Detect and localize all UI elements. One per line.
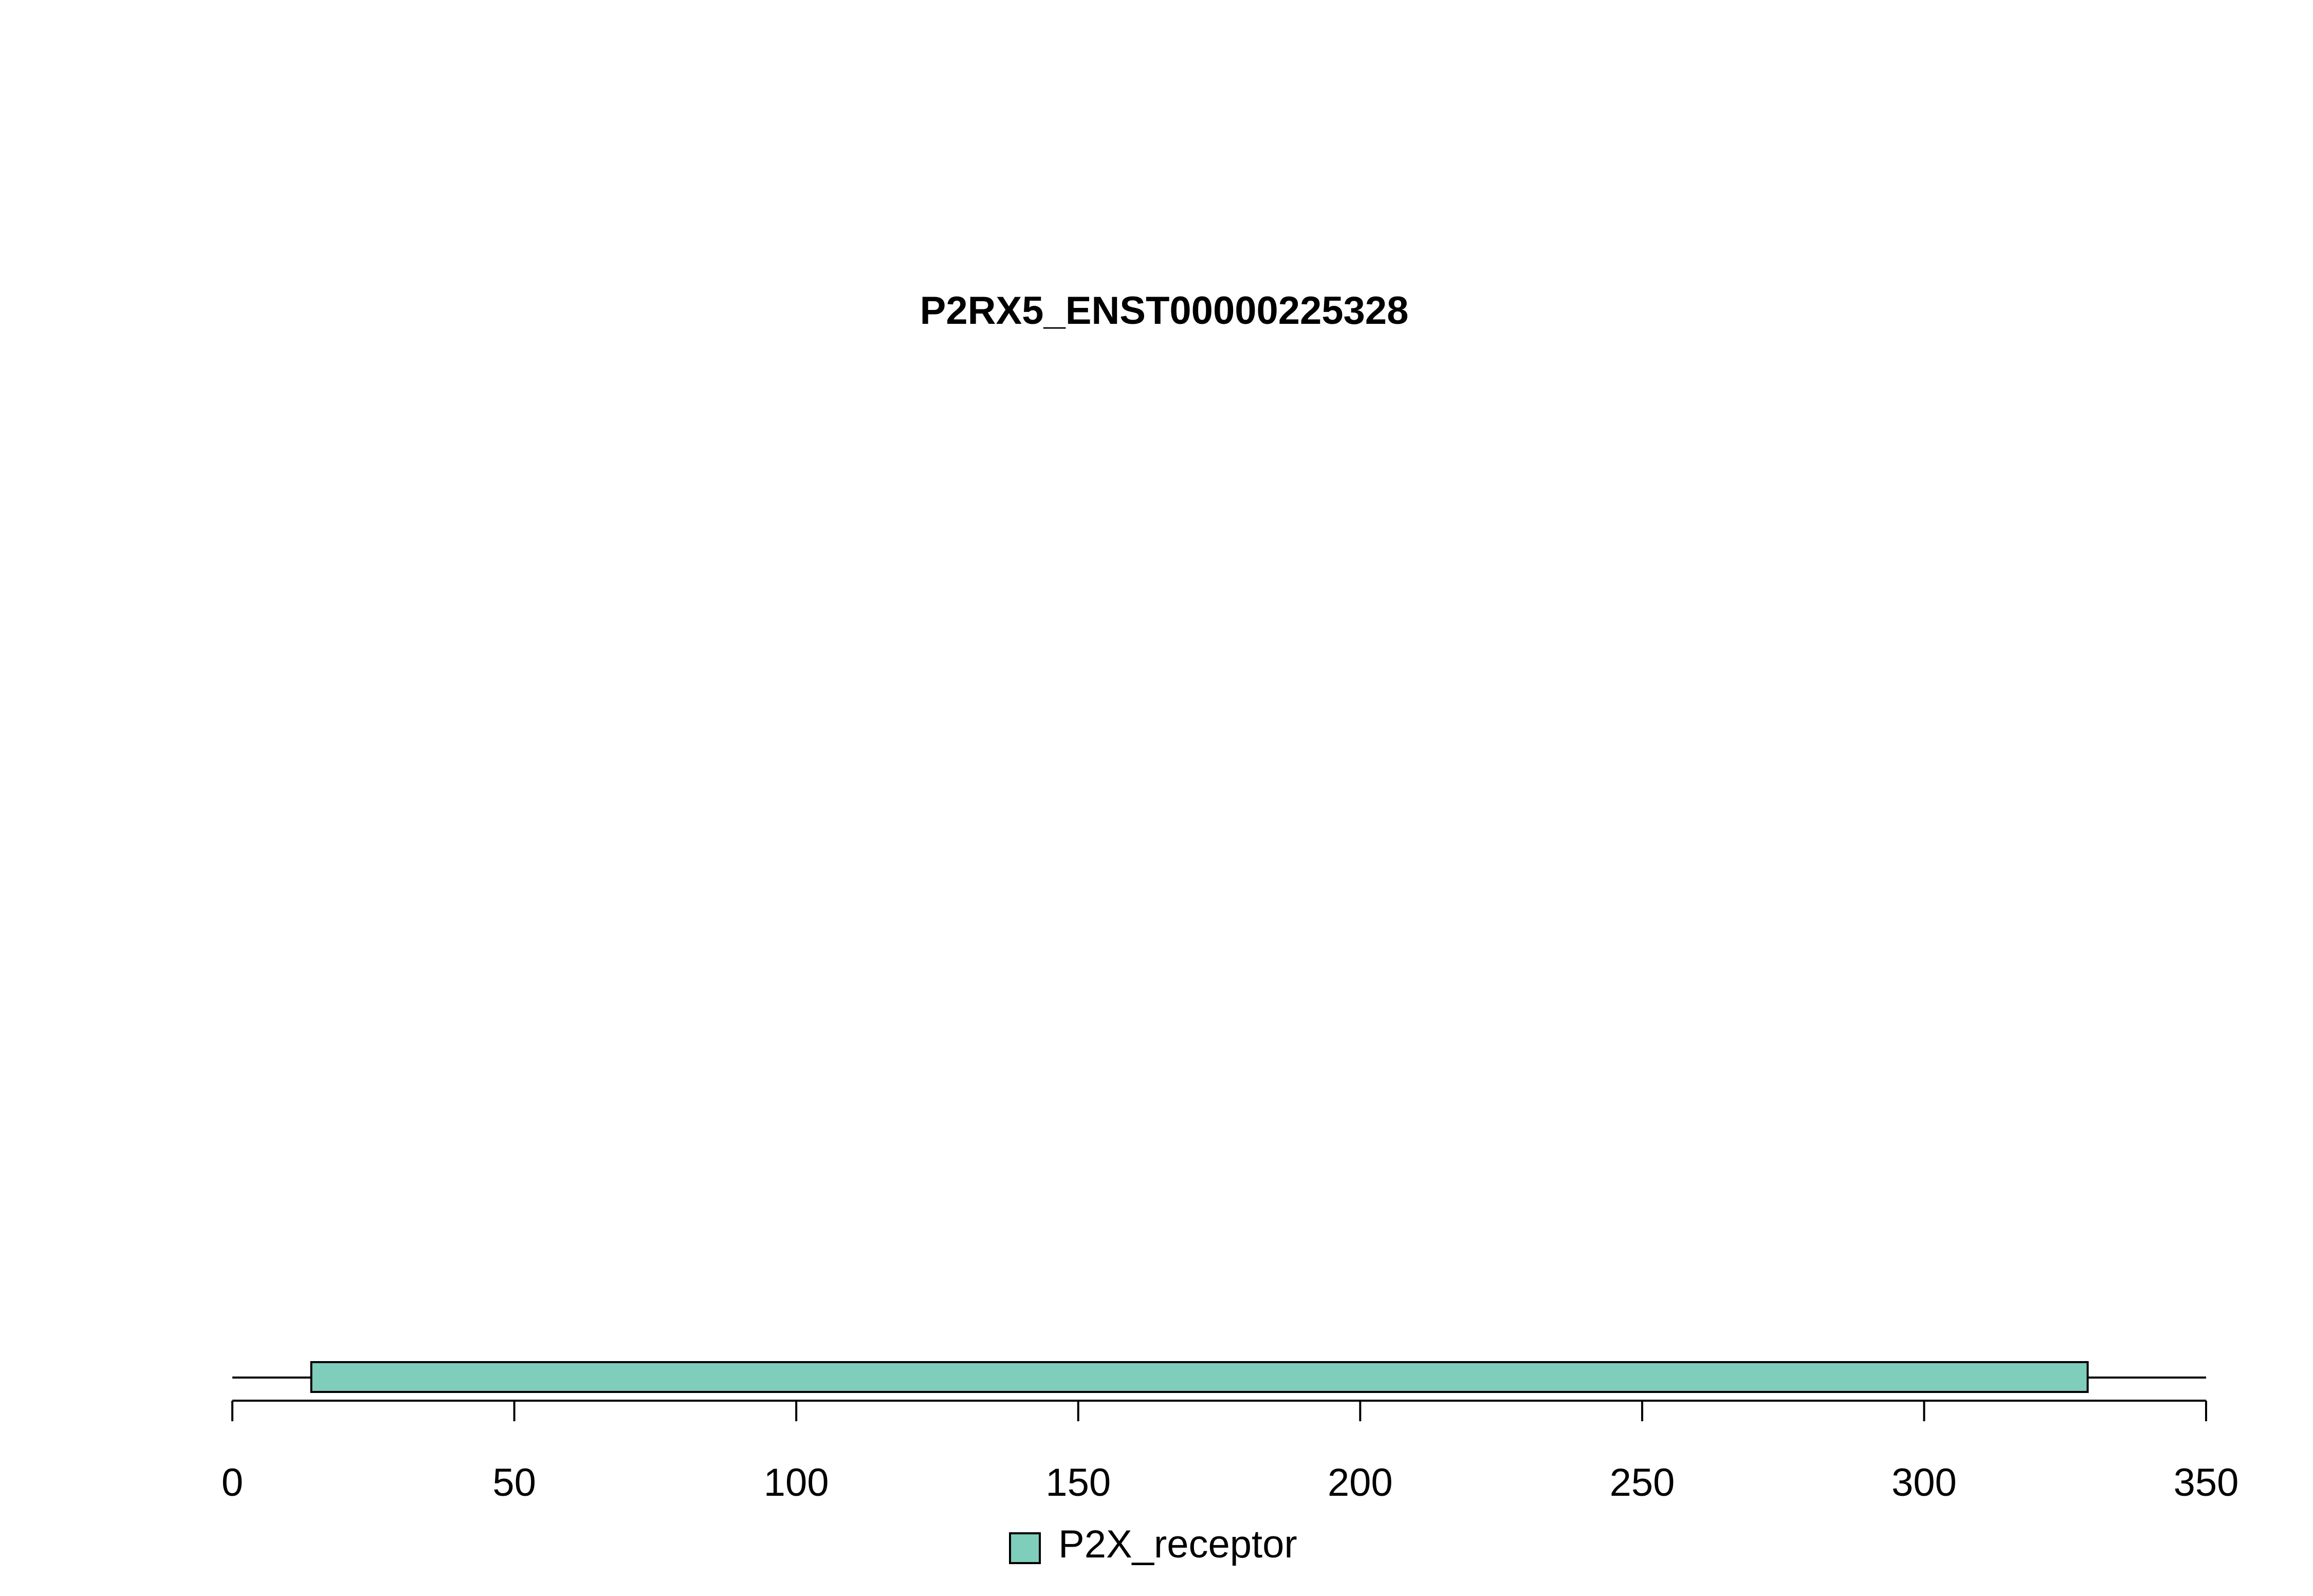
- chart-title: P2RX5_ENST00000225328: [920, 289, 1409, 333]
- x-tick-label-100: 100: [764, 1461, 829, 1505]
- x-axis: 0 50 100 150 200 250 300 350: [222, 1400, 2239, 1505]
- legend-label-P2X_receptor: P2X_receptor: [1058, 1522, 1297, 1566]
- x-tick-label-0: 0: [222, 1461, 243, 1505]
- x-tick-label-50: 50: [492, 1461, 536, 1505]
- domain-box-P2X_receptor: [310, 1361, 2089, 1393]
- legend: P2X_receptor: [1009, 1522, 1297, 1566]
- x-tick-label-350: 350: [2174, 1461, 2239, 1505]
- x-tick-label-250: 250: [1609, 1461, 1675, 1505]
- protein-track: [232, 1361, 2206, 1393]
- x-tick-label-150: 150: [1045, 1461, 1111, 1505]
- x-tick-label-200: 200: [1328, 1461, 1393, 1505]
- x-tick-label-300: 300: [1892, 1461, 1957, 1505]
- legend-swatch-P2X_receptor: [1009, 1532, 1041, 1564]
